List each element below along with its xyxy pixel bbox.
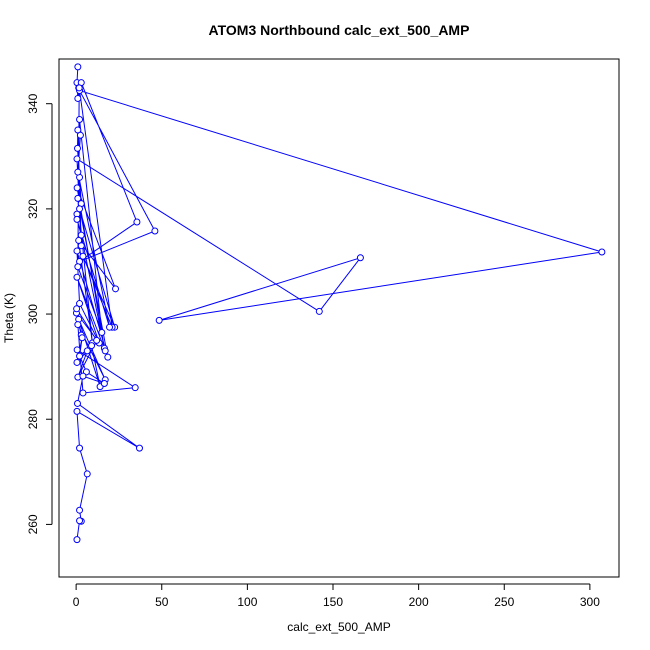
x-tick-label: 150 (323, 595, 343, 609)
data-point (76, 115, 84, 123)
data-point (73, 536, 81, 544)
data-point (83, 347, 91, 355)
data-point (315, 307, 323, 315)
data-point (106, 323, 114, 331)
data-point (79, 372, 87, 380)
x-axis-label: calc_ext_500_AMP (287, 620, 390, 634)
data-point (76, 131, 84, 139)
data-point (133, 218, 141, 226)
plot-area-frame (58, 58, 620, 578)
y-tick-label: 300 (26, 304, 40, 324)
data-point (76, 506, 84, 514)
x-tick-label: 300 (580, 595, 600, 609)
series-line (75, 66, 603, 540)
chart-title: ATOM3 Northbound calc_ext_500_AMP (209, 22, 470, 38)
data-point (112, 285, 120, 293)
y-tick-label: 280 (26, 409, 40, 429)
data-point (79, 252, 87, 260)
data-point (131, 384, 139, 392)
data-point (74, 168, 82, 176)
data-point (74, 94, 82, 102)
data-point (76, 352, 84, 360)
data-point (75, 84, 83, 92)
data-point (73, 273, 81, 281)
data-point (74, 63, 82, 71)
data-point (73, 247, 81, 255)
y-tick-label: 320 (26, 199, 40, 219)
data-point (73, 305, 81, 313)
data-point (73, 399, 81, 407)
data-point (93, 336, 101, 344)
y-axis: 260 280 300 320 340 (26, 93, 53, 534)
data-point (74, 263, 82, 271)
data-point (75, 236, 83, 244)
x-tick-label: 100 (237, 595, 257, 609)
x-tick-label: 250 (494, 595, 514, 609)
x-tick-label: 0 (73, 595, 80, 609)
data-point (100, 379, 108, 387)
data-point (98, 328, 106, 336)
data-point (78, 334, 86, 342)
x-tick-label: 200 (409, 595, 429, 609)
data-point (104, 353, 112, 361)
data-point (155, 316, 163, 324)
data-point (135, 444, 143, 452)
data-point (76, 517, 84, 525)
data-point (83, 470, 91, 478)
y-axis-label: Theta (K) (2, 293, 16, 343)
data-point (73, 155, 81, 163)
data-point (74, 321, 82, 329)
data-point (73, 184, 81, 192)
data-point (88, 342, 96, 350)
x-axis: 0 50 100 150 200 250 300 (73, 583, 600, 609)
y-tick-label: 340 (26, 93, 40, 113)
series-1 (72, 63, 606, 544)
data-point (74, 194, 82, 202)
data-point (598, 248, 606, 256)
data-point (73, 407, 81, 415)
data-point (73, 358, 81, 366)
data-point (101, 347, 109, 355)
data-point (73, 346, 81, 354)
data-point (73, 215, 81, 223)
x-tick-label: 50 (155, 595, 169, 609)
y-tick-label: 260 (26, 514, 40, 534)
data-point (76, 205, 84, 213)
data-point (79, 389, 87, 397)
data-point (76, 300, 84, 308)
data-point (356, 254, 364, 262)
data-point (76, 444, 84, 452)
data-point (73, 144, 81, 152)
data-point (151, 227, 159, 235)
